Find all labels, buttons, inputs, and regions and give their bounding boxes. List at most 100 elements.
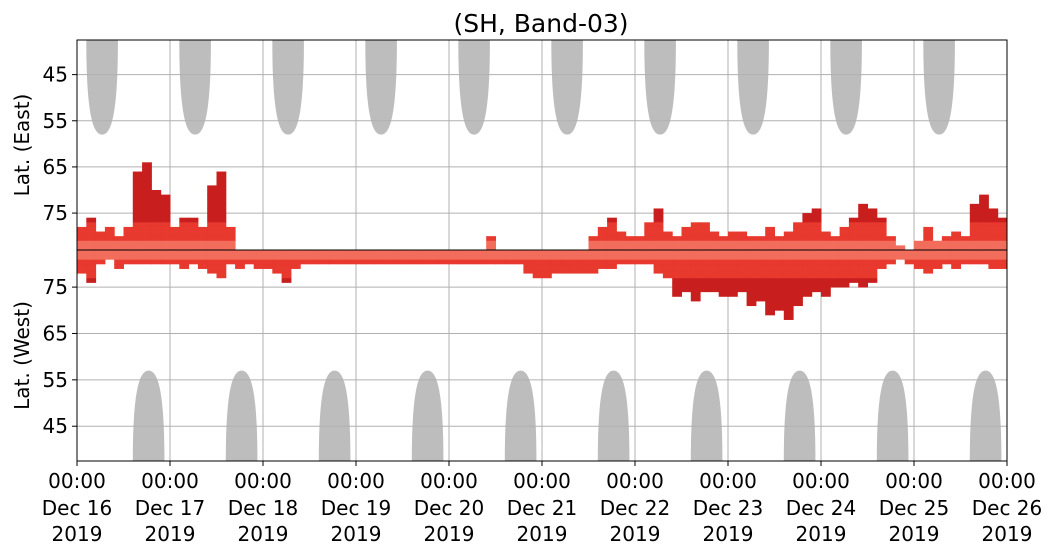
activity-cell-west xyxy=(662,263,673,269)
activity-cell-west xyxy=(197,263,208,269)
activity-cell-east xyxy=(681,240,692,246)
activity-cell-east xyxy=(979,199,989,205)
activity-cell-west xyxy=(969,250,980,256)
activity-cell-west xyxy=(709,263,720,269)
activity-cell-east xyxy=(179,222,190,228)
activity-cell-east xyxy=(160,213,171,219)
activity-cell-east xyxy=(653,222,664,228)
activity-cell-east xyxy=(114,240,124,246)
activity-cell-east xyxy=(932,240,943,246)
shaded-lobe-east xyxy=(923,40,955,135)
activity-cell-east xyxy=(951,231,961,237)
activity-cell-west xyxy=(542,250,552,256)
activity-cell-east xyxy=(616,236,627,242)
x-tick-label-date: Dec 19 xyxy=(321,496,392,520)
activity-cell-west xyxy=(281,254,292,260)
activity-cell-east xyxy=(923,240,934,246)
activity-cell-west xyxy=(811,250,822,256)
activity-cell-east xyxy=(588,236,599,242)
activity-cell-east xyxy=(700,236,710,242)
activity-cell-west xyxy=(802,277,813,283)
activity-cell-west xyxy=(216,250,227,256)
activity-cell-east xyxy=(77,236,87,242)
activity-cell-east xyxy=(123,231,134,237)
activity-cell-east xyxy=(793,231,803,237)
activity-cell-west xyxy=(486,250,496,256)
activity-cell-east xyxy=(681,236,692,242)
activity-cell-west xyxy=(793,254,803,260)
activity-cell-west xyxy=(151,250,162,256)
activity-cell-west xyxy=(932,250,943,256)
activity-cell-west xyxy=(579,250,589,256)
activity-cell-west xyxy=(142,250,152,256)
activity-cell-east xyxy=(858,236,868,242)
activity-cell-west xyxy=(504,250,515,256)
activity-cell-west xyxy=(672,273,682,279)
activity-cell-east xyxy=(170,240,180,246)
activity-cell-west xyxy=(718,259,729,265)
activity-cell-east xyxy=(225,226,236,232)
activity-cell-east xyxy=(160,231,171,237)
activity-cell-west xyxy=(746,296,757,302)
activity-cell-east xyxy=(765,236,775,242)
activity-cell-east xyxy=(207,185,217,191)
activity-cell-east xyxy=(960,236,971,242)
activity-cell-west xyxy=(867,268,878,274)
activity-cell-west xyxy=(272,263,283,269)
activity-cell-west xyxy=(969,254,980,260)
activity-cell-east xyxy=(848,226,859,232)
activity-cell-west xyxy=(737,273,748,279)
activity-cell-west xyxy=(662,268,673,274)
y-tick-label: 55 xyxy=(43,109,68,133)
activity-cell-east xyxy=(207,236,217,242)
activity-cell-west xyxy=(123,254,134,260)
activity-cell-east xyxy=(151,240,162,246)
activity-cell-west xyxy=(848,277,859,283)
activity-cell-west xyxy=(439,254,450,260)
activity-cell-east xyxy=(486,236,496,242)
activity-cell-east xyxy=(207,208,217,214)
activity-cell-west xyxy=(607,263,617,269)
activity-cell-west xyxy=(914,250,924,256)
activity-cell-west xyxy=(867,277,878,283)
activity-cell-east xyxy=(811,240,822,246)
activity-cell-west xyxy=(821,263,831,269)
activity-cell-west xyxy=(821,277,831,283)
activity-cell-east xyxy=(188,217,199,223)
activity-cell-west xyxy=(672,277,682,283)
activity-cell-west xyxy=(765,296,775,302)
activity-cell-east xyxy=(123,226,134,232)
shaded-lobe-west xyxy=(132,370,165,461)
activity-cell-east xyxy=(988,208,999,214)
activity-cell-west xyxy=(458,254,469,260)
activity-cell-east xyxy=(77,231,87,237)
activity-cell-west xyxy=(839,259,850,265)
activity-cell-west xyxy=(421,250,431,256)
activity-cell-east xyxy=(207,199,217,205)
activity-cell-east xyxy=(876,226,887,232)
activity-cell-west xyxy=(783,305,794,311)
activity-cell-east xyxy=(709,245,720,251)
shaded-lobe-west xyxy=(783,370,816,461)
activity-cell-east xyxy=(104,240,115,246)
activity-cell-west xyxy=(765,310,775,316)
activity-cell-east xyxy=(979,203,989,209)
activity-cell-west xyxy=(309,259,320,265)
activity-cell-east xyxy=(997,231,1008,237)
activity-cell-east xyxy=(216,245,227,251)
shaded-lobe-east xyxy=(458,40,490,135)
activity-cell-west xyxy=(411,250,422,256)
activity-cell-west xyxy=(597,259,608,265)
activity-cell-east xyxy=(811,245,822,251)
activity-cell-east xyxy=(151,190,162,196)
activity-cell-west xyxy=(551,259,562,265)
activity-cell-east xyxy=(700,231,710,237)
activity-cell-west xyxy=(774,250,785,256)
activity-cell-west xyxy=(876,254,887,260)
activity-cell-east xyxy=(858,240,868,246)
activity-cell-west xyxy=(718,291,729,297)
activity-cell-west xyxy=(858,259,868,265)
activity-cell-west xyxy=(672,254,682,260)
activity-cell-east xyxy=(216,213,227,219)
activity-cell-west xyxy=(86,259,97,265)
